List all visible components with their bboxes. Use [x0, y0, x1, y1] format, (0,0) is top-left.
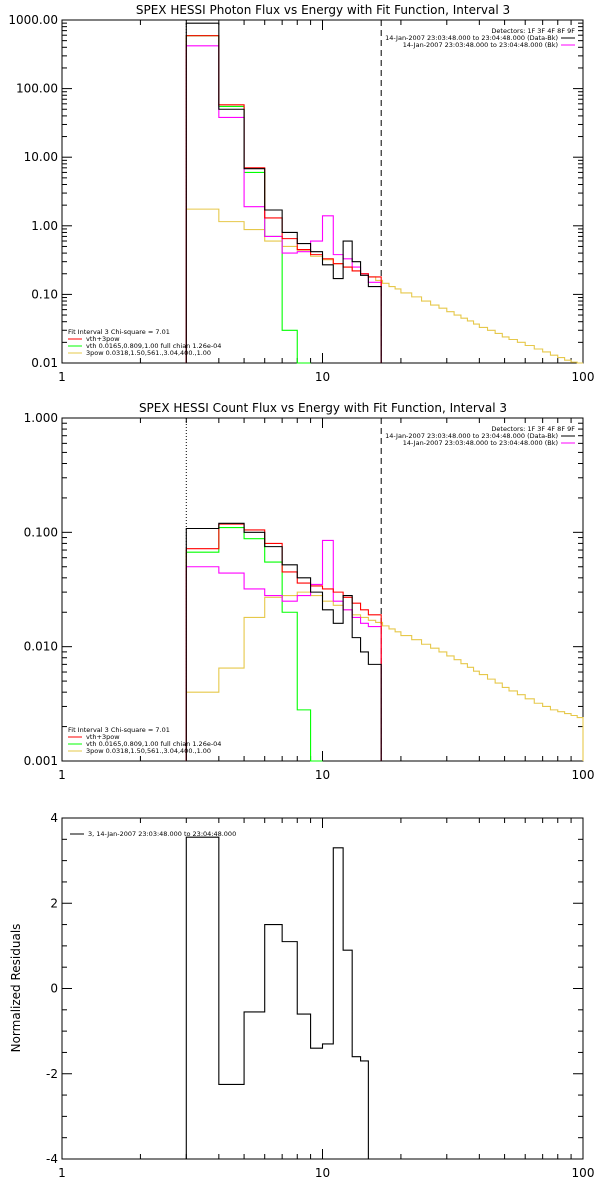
residuals-legend-label: 3, 14-Jan-2007 23:03:48.000 to 23:04:48.…	[88, 830, 236, 838]
series-bk	[185, 539, 382, 761]
x-tick-label: 10	[315, 1166, 330, 1180]
photon-legend-total: vth+3pow	[86, 335, 120, 343]
residuals-plot-frame	[61, 817, 584, 1160]
y-tick-label: 0.010	[24, 640, 58, 654]
count-flux-title: SPEX HESSI Count Flux vs Energy with Fit…	[139, 401, 507, 415]
count-detectors-label: Detectors: 1F 3F 4F 8F 9F	[491, 425, 575, 433]
x-tick-label: 1	[58, 1166, 66, 1180]
series-total_fit	[185, 35, 382, 363]
photon-detectors-label: Detectors: 1F 3F 4F 8F 9F	[491, 27, 575, 35]
series-data_minus_bk	[185, 22, 382, 363]
series-data_minus_bk	[185, 836, 369, 1159]
count-fit-header: Fit Interval 3 Chi-square = 7.01	[68, 726, 170, 734]
y-tick-label: -4	[46, 1152, 58, 1166]
count-plot-frame	[61, 417, 584, 762]
photon-flux-title: SPEX HESSI Photon Flux vs Energy with Fi…	[136, 3, 510, 17]
y-tick-label: 0.001	[24, 754, 58, 768]
photon-fit-header: Fit Interval 3 Chi-square = 7.01	[68, 328, 170, 336]
photon-flux-panel: SPEX HESSI Photon Flux vs Energy with Fi…	[8, 3, 594, 384]
y-tick-label: 0.100	[24, 525, 58, 539]
count-legend-bottom: Fit Interval 3 Chi-square = 7.01 vth+3po…	[68, 726, 221, 755]
count-legend-top: Detectors: 1F 3F 4F 8F 9F 14-Jan-2007 23…	[385, 425, 575, 447]
x-tick-label: 1	[58, 768, 66, 782]
x-tick-label: 1	[58, 370, 66, 384]
photon-plot-frame	[61, 19, 584, 364]
count-interval-data-label: 14-Jan-2007 23:03:48.000 to 23:04:48.000…	[385, 432, 558, 440]
series-bk	[185, 45, 382, 363]
x-tick-label: 100	[572, 1166, 595, 1180]
series-total_fit	[185, 523, 382, 761]
y-tick-label: 2	[50, 896, 58, 910]
y-tick-label: 1.00	[31, 219, 58, 233]
photon-series-lines	[185, 22, 583, 364]
y-tick-label: 1000.00	[8, 13, 58, 27]
x-tick-label: 100	[572, 768, 595, 782]
series-3pow	[185, 591, 584, 761]
series-data_minus_bk	[185, 522, 382, 761]
photon-legend-3pow: 3pow 0.0318,1.50,561.,3.04,400.,1.00	[86, 349, 211, 357]
series-vth	[185, 527, 323, 762]
y-tick-label: 10.00	[24, 150, 58, 164]
count-legend-vth: vth 0.0165,0.809,1.00 full chian 1.26e-0…	[86, 740, 221, 748]
y-tick-label: 4	[50, 811, 58, 825]
residuals-series-lines	[185, 836, 369, 1159]
photon-interval-data-label: 14-Jan-2007 23:03:48.000 to 23:04:48.000…	[385, 34, 558, 42]
residuals-ylabel: Normalized Residuals	[9, 924, 23, 1053]
photon-interval-bk-label: 14-Jan-2007 23:03:48.000 to 23:04:48.000…	[403, 41, 558, 49]
y-tick-label: 100.00	[16, 82, 58, 96]
y-tick-label: -2	[46, 1067, 58, 1081]
x-tick-label: 10	[315, 768, 330, 782]
count-legend-total: vth+3pow	[86, 733, 120, 741]
photon-legend-vth: vth 0.0165,0.809,1.00 full chian 1.26e-0…	[86, 342, 221, 350]
x-tick-label: 100	[572, 370, 595, 384]
photon-legend-top: Detectors: 1F 3F 4F 8F 9F 14-Jan-2007 23…	[385, 27, 575, 49]
residuals-panel: 1 10 100 -4 -2 0 2 4 Normalized Residuals 3, 14…	[9, 811, 594, 1180]
series-3pow	[185, 208, 583, 364]
y-tick-label: 1.000	[24, 411, 58, 425]
y-tick-label: 0	[50, 982, 58, 996]
count-interval-bk-label: 14-Jan-2007 23:03:48.000 to 23:04:48.000…	[403, 439, 558, 447]
count-flux-panel: SPEX HESSI Count Flux vs Energy with Fit…	[24, 401, 595, 782]
y-tick-label: 0.10	[31, 287, 58, 301]
count-series-lines	[185, 522, 584, 762]
x-tick-label: 10	[315, 370, 330, 384]
photon-legend-bottom: Fit Interval 3 Chi-square = 7.01 vth+3po…	[68, 328, 221, 357]
y-tick-label: 0.01	[31, 356, 58, 370]
residuals-legend: 3, 14-Jan-2007 23:03:48.000 to 23:04:48.…	[70, 830, 236, 838]
count-legend-3pow: 3pow 0.0318,1.50,561.,3.04,400.,1.00	[86, 747, 211, 755]
residuals-axes-ticks: 1 10 100 -4 -2 0 2 4	[46, 811, 594, 1180]
series-vth	[185, 35, 311, 364]
